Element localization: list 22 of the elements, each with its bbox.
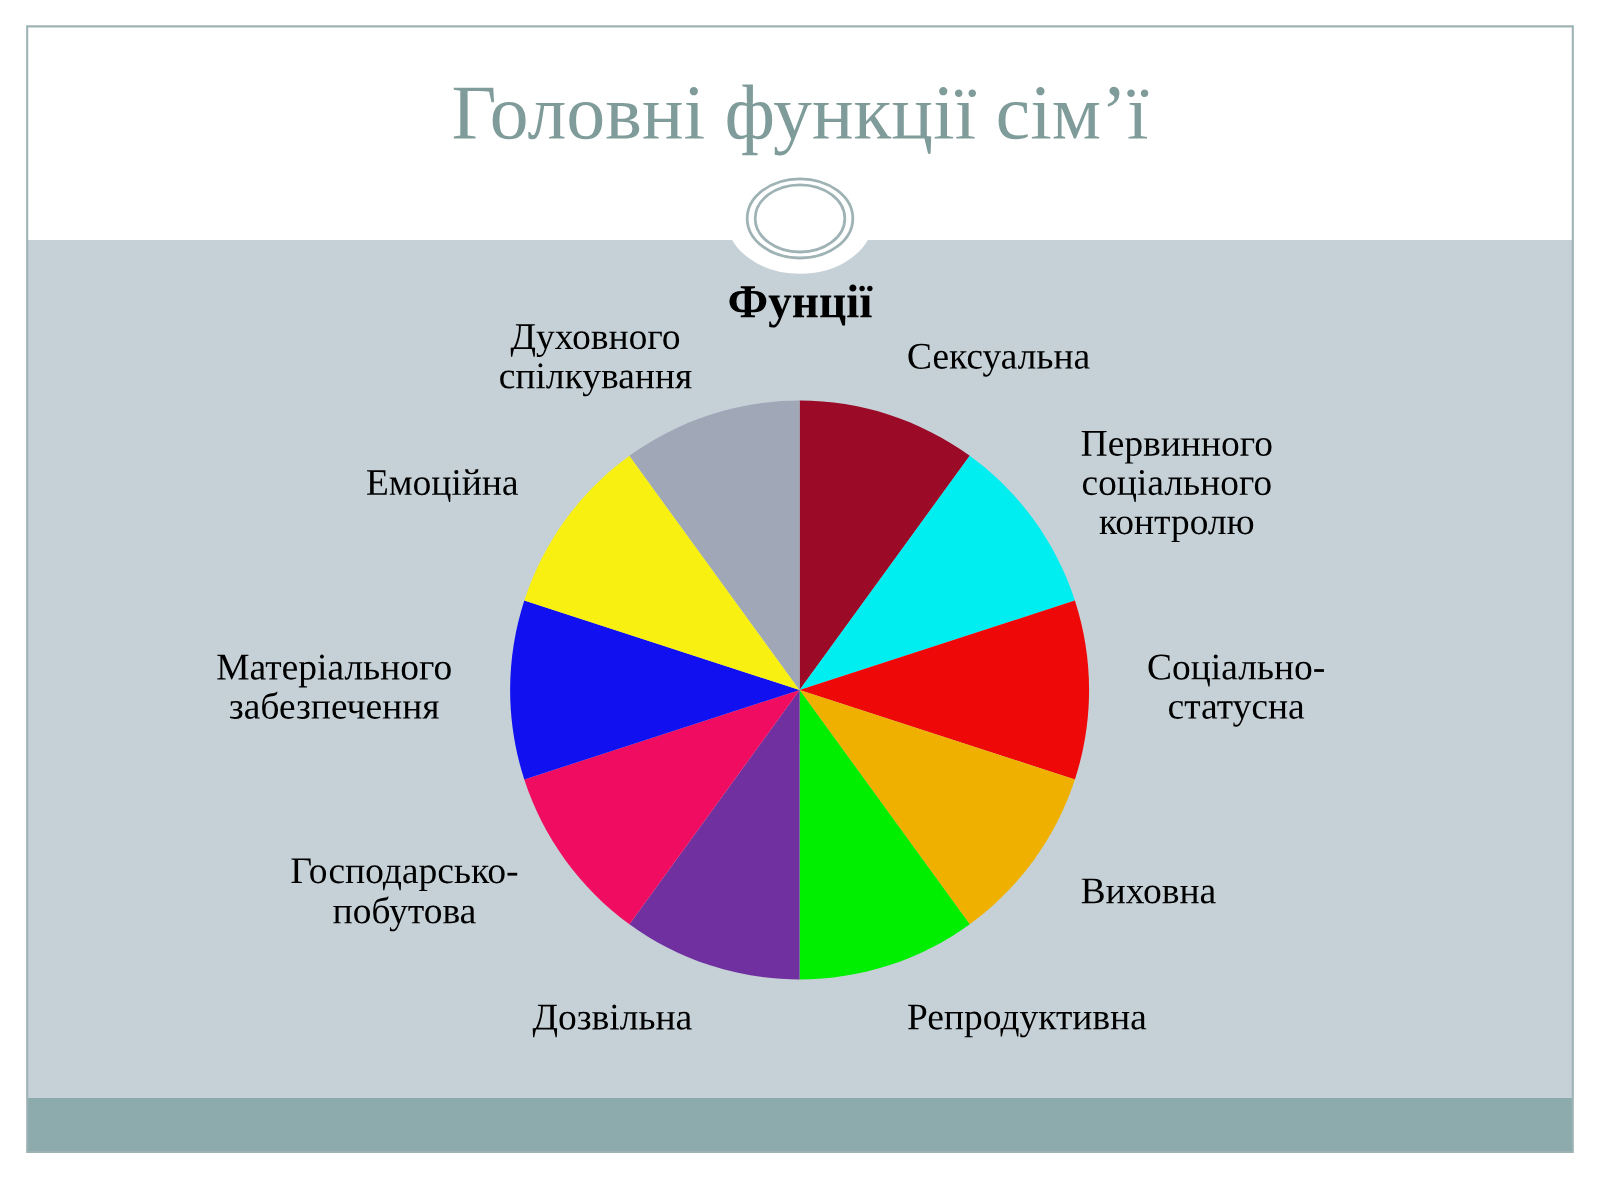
pie-slice	[629, 690, 800, 980]
chart-title: Головні функції сім’ї	[453, 84, 1149, 156]
slice-label: Матеріального забезпечення	[217, 654, 451, 719]
slice-label: Духовного спілкування	[500, 324, 692, 397]
slice-label: Дозвільна	[532, 1004, 692, 1038]
pie-slice	[510, 600, 800, 780]
slice-label: Емоційна	[367, 469, 519, 503]
slice-label: Виховна	[1081, 878, 1216, 904]
pie-slice	[799, 690, 1075, 925]
pie-slice	[799, 600, 1090, 780]
pie-slice	[524, 690, 800, 925]
pie-slice	[799, 690, 970, 980]
pie-slice	[799, 400, 970, 690]
slice-label: Репродуктивна	[908, 1004, 1147, 1038]
slice-label: Первинного соціального контролю	[1081, 431, 1272, 543]
slice-label: Господарсько- побутова	[291, 858, 518, 932]
pie-slice	[629, 400, 800, 690]
slice-label: Сексуальна	[908, 343, 1090, 377]
slice-label: Соціально- статусна	[1148, 654, 1324, 727]
pie-slice	[799, 455, 1075, 690]
chart-subtitle: Фунції	[729, 284, 873, 328]
pie-slice	[524, 455, 800, 690]
